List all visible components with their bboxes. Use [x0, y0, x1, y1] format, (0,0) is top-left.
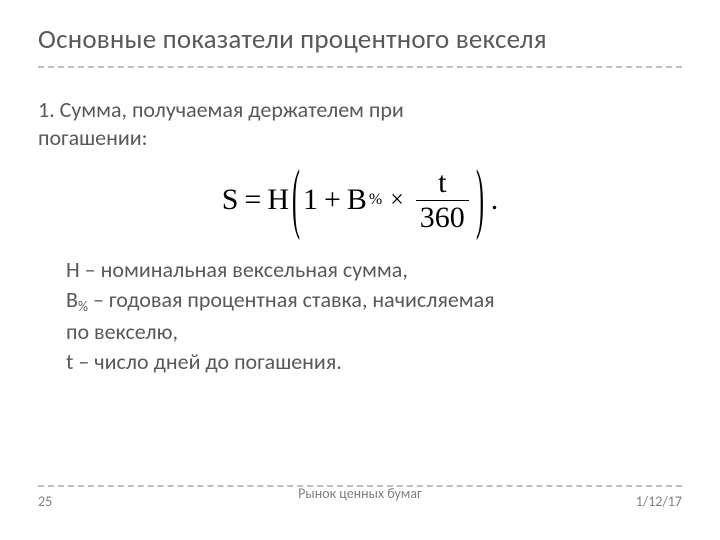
formula-plus: +: [324, 183, 341, 217]
formula-mult: ×: [390, 187, 404, 214]
section-1-line-1: 1. Сумма, получаемая держателем при: [38, 96, 404, 123]
formula-numerator: t: [430, 168, 454, 200]
footer: Рынок ценных бумаг 25 1/12/17: [0, 485, 720, 510]
def-b-line1: В% – годовая процентная ставка, начисляе…: [66, 285, 682, 317]
section-1-line-2: погашении:: [38, 124, 148, 151]
slide: Основные показатели процентного векселя …: [0, 0, 720, 540]
formula-one: 1: [303, 183, 318, 217]
formula-pct-sub: %: [369, 191, 382, 209]
formula-row: S = Н ( 1 + В% × t 360 ) .: [222, 161, 499, 239]
formula-denominator: 360: [416, 201, 469, 233]
def-b-symbol: В: [66, 286, 78, 313]
formula-s: S: [222, 183, 239, 217]
def-b-text: – годовая процентная ставка, начисляемая: [88, 286, 495, 313]
def-b-pct: %: [78, 298, 88, 315]
formula-lparen: (: [292, 161, 300, 239]
footer-center: Рынок ценных бумаг: [0, 485, 720, 502]
def-t: t – число дней до погашения.: [66, 347, 682, 377]
def-b-line2: по векселю,: [66, 317, 682, 347]
formula-rparen: ): [476, 161, 484, 239]
formula-h: Н: [267, 183, 289, 217]
formula-equals: =: [244, 183, 261, 217]
slide-title: Основные показатели процентного векселя: [38, 24, 682, 68]
formula-b: В: [347, 183, 367, 217]
formula-period: .: [491, 183, 499, 217]
formula-block: S = Н ( 1 + В% × t 360 ) .: [38, 161, 682, 239]
section-1-text: 1. Сумма, получаемая держателем при пога…: [38, 96, 682, 151]
def-h: Н – номинальная вексельная сумма,: [66, 255, 682, 285]
formula-fraction: t 360: [416, 168, 469, 233]
definitions: Н – номинальная вексельная сумма, В% – г…: [38, 255, 682, 376]
